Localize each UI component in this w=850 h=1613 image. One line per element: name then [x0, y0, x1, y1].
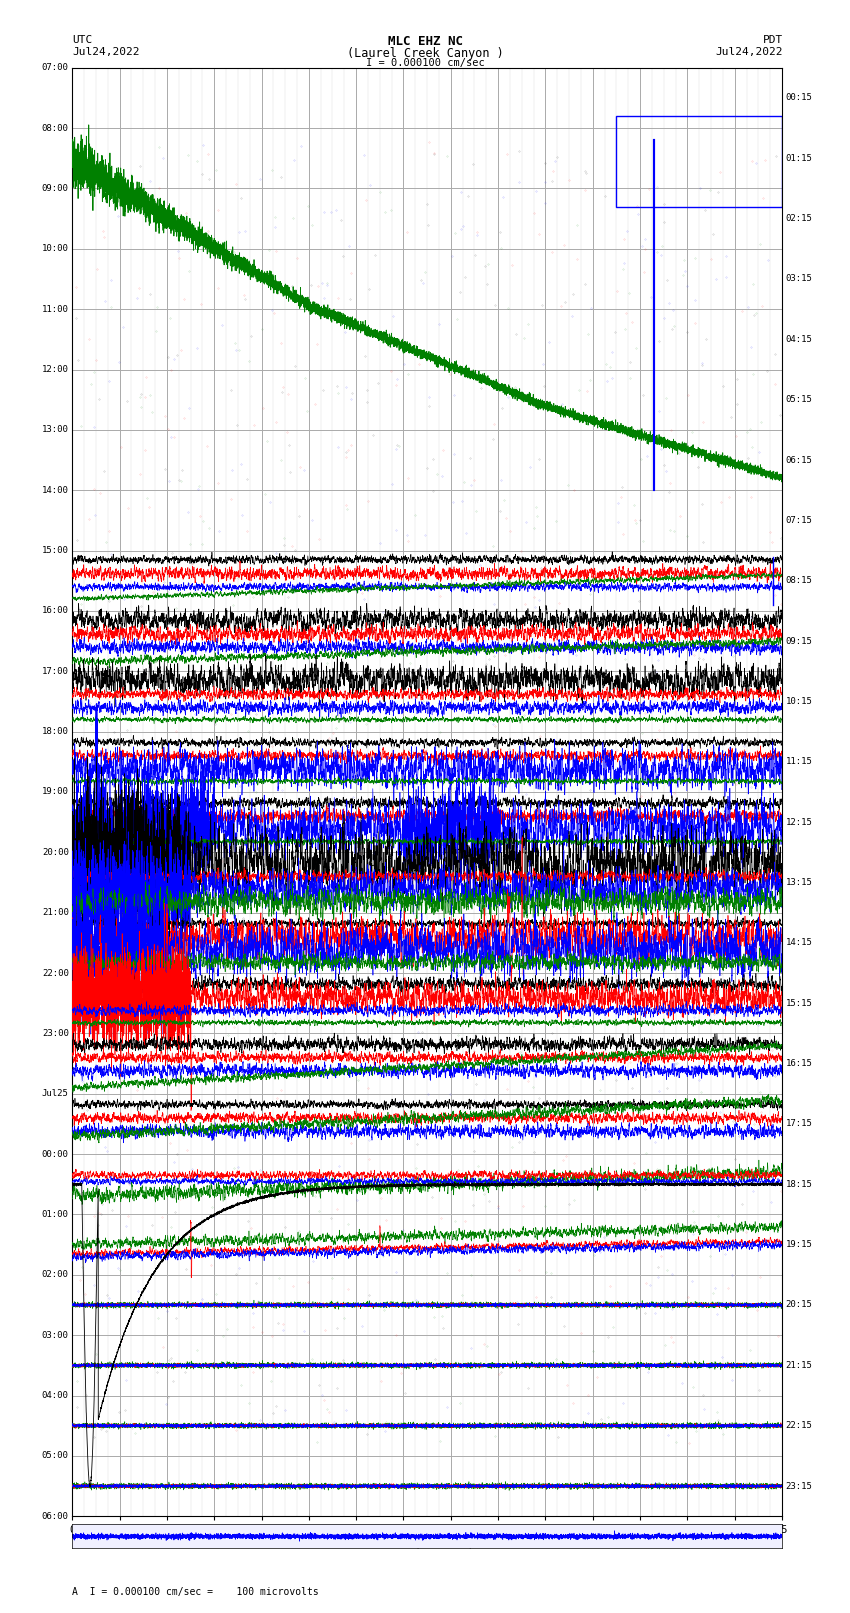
Bar	[616, 116, 782, 206]
Text: 03:15: 03:15	[785, 274, 813, 284]
Text: 22:00: 22:00	[42, 968, 69, 977]
Text: 00:00: 00:00	[42, 1150, 69, 1158]
Text: 06:15: 06:15	[785, 455, 813, 465]
Text: 14:00: 14:00	[42, 486, 69, 495]
Text: 02:00: 02:00	[42, 1271, 69, 1279]
Text: 23:15: 23:15	[785, 1482, 813, 1490]
Text: 11:15: 11:15	[785, 758, 813, 766]
Text: 19:15: 19:15	[785, 1240, 813, 1248]
Text: 04:15: 04:15	[785, 336, 813, 344]
Text: 09:15: 09:15	[785, 637, 813, 645]
Text: 14:15: 14:15	[785, 939, 813, 947]
Text: 08:15: 08:15	[785, 576, 813, 586]
Text: 20:00: 20:00	[42, 848, 69, 857]
Text: 21:15: 21:15	[785, 1361, 813, 1369]
Text: 16:00: 16:00	[42, 606, 69, 616]
Text: Jul24,2022: Jul24,2022	[716, 47, 783, 56]
Text: 16:15: 16:15	[785, 1060, 813, 1068]
Text: 17:00: 17:00	[42, 666, 69, 676]
Text: 15:15: 15:15	[785, 998, 813, 1008]
Text: 12:15: 12:15	[785, 818, 813, 826]
Text: 21:00: 21:00	[42, 908, 69, 918]
Text: 09:00: 09:00	[42, 184, 69, 194]
Text: 05:15: 05:15	[785, 395, 813, 405]
Text: 04:00: 04:00	[42, 1390, 69, 1400]
Text: 01:00: 01:00	[42, 1210, 69, 1219]
Text: 11:00: 11:00	[42, 305, 69, 313]
Text: Jul24,2022: Jul24,2022	[72, 47, 139, 56]
Text: UTC: UTC	[72, 35, 93, 45]
Text: (Laurel Creek Canyon ): (Laurel Creek Canyon )	[347, 47, 503, 60]
Text: 00:15: 00:15	[785, 94, 813, 102]
Text: A  I = 0.000100 cm/sec =    100 microvolts: A I = 0.000100 cm/sec = 100 microvolts	[72, 1587, 319, 1597]
Text: 06:00: 06:00	[42, 1511, 69, 1521]
Text: 07:15: 07:15	[785, 516, 813, 524]
Text: 17:15: 17:15	[785, 1119, 813, 1129]
X-axis label: TIME (MINUTES): TIME (MINUTES)	[380, 1539, 474, 1548]
Text: 01:15: 01:15	[785, 153, 813, 163]
Text: 10:15: 10:15	[785, 697, 813, 706]
Text: 23:00: 23:00	[42, 1029, 69, 1037]
Text: 03:00: 03:00	[42, 1331, 69, 1340]
Text: 13:00: 13:00	[42, 426, 69, 434]
Text: 13:15: 13:15	[785, 877, 813, 887]
Text: I = 0.000100 cm/sec: I = 0.000100 cm/sec	[366, 58, 484, 68]
Text: 05:00: 05:00	[42, 1452, 69, 1460]
Text: 18:00: 18:00	[42, 727, 69, 736]
Text: 19:00: 19:00	[42, 787, 69, 797]
Text: 10:00: 10:00	[42, 244, 69, 253]
Text: 07:00: 07:00	[42, 63, 69, 73]
Text: 22:15: 22:15	[785, 1421, 813, 1431]
Text: 20:15: 20:15	[785, 1300, 813, 1310]
Text: Jul25: Jul25	[42, 1089, 69, 1098]
Text: 02:15: 02:15	[785, 215, 813, 223]
Text: 15:00: 15:00	[42, 547, 69, 555]
Text: PDT: PDT	[762, 35, 783, 45]
Text: 18:15: 18:15	[785, 1179, 813, 1189]
Text: 08:00: 08:00	[42, 124, 69, 132]
Text: MLC EHZ NC: MLC EHZ NC	[388, 35, 462, 48]
Text: 12:00: 12:00	[42, 365, 69, 374]
